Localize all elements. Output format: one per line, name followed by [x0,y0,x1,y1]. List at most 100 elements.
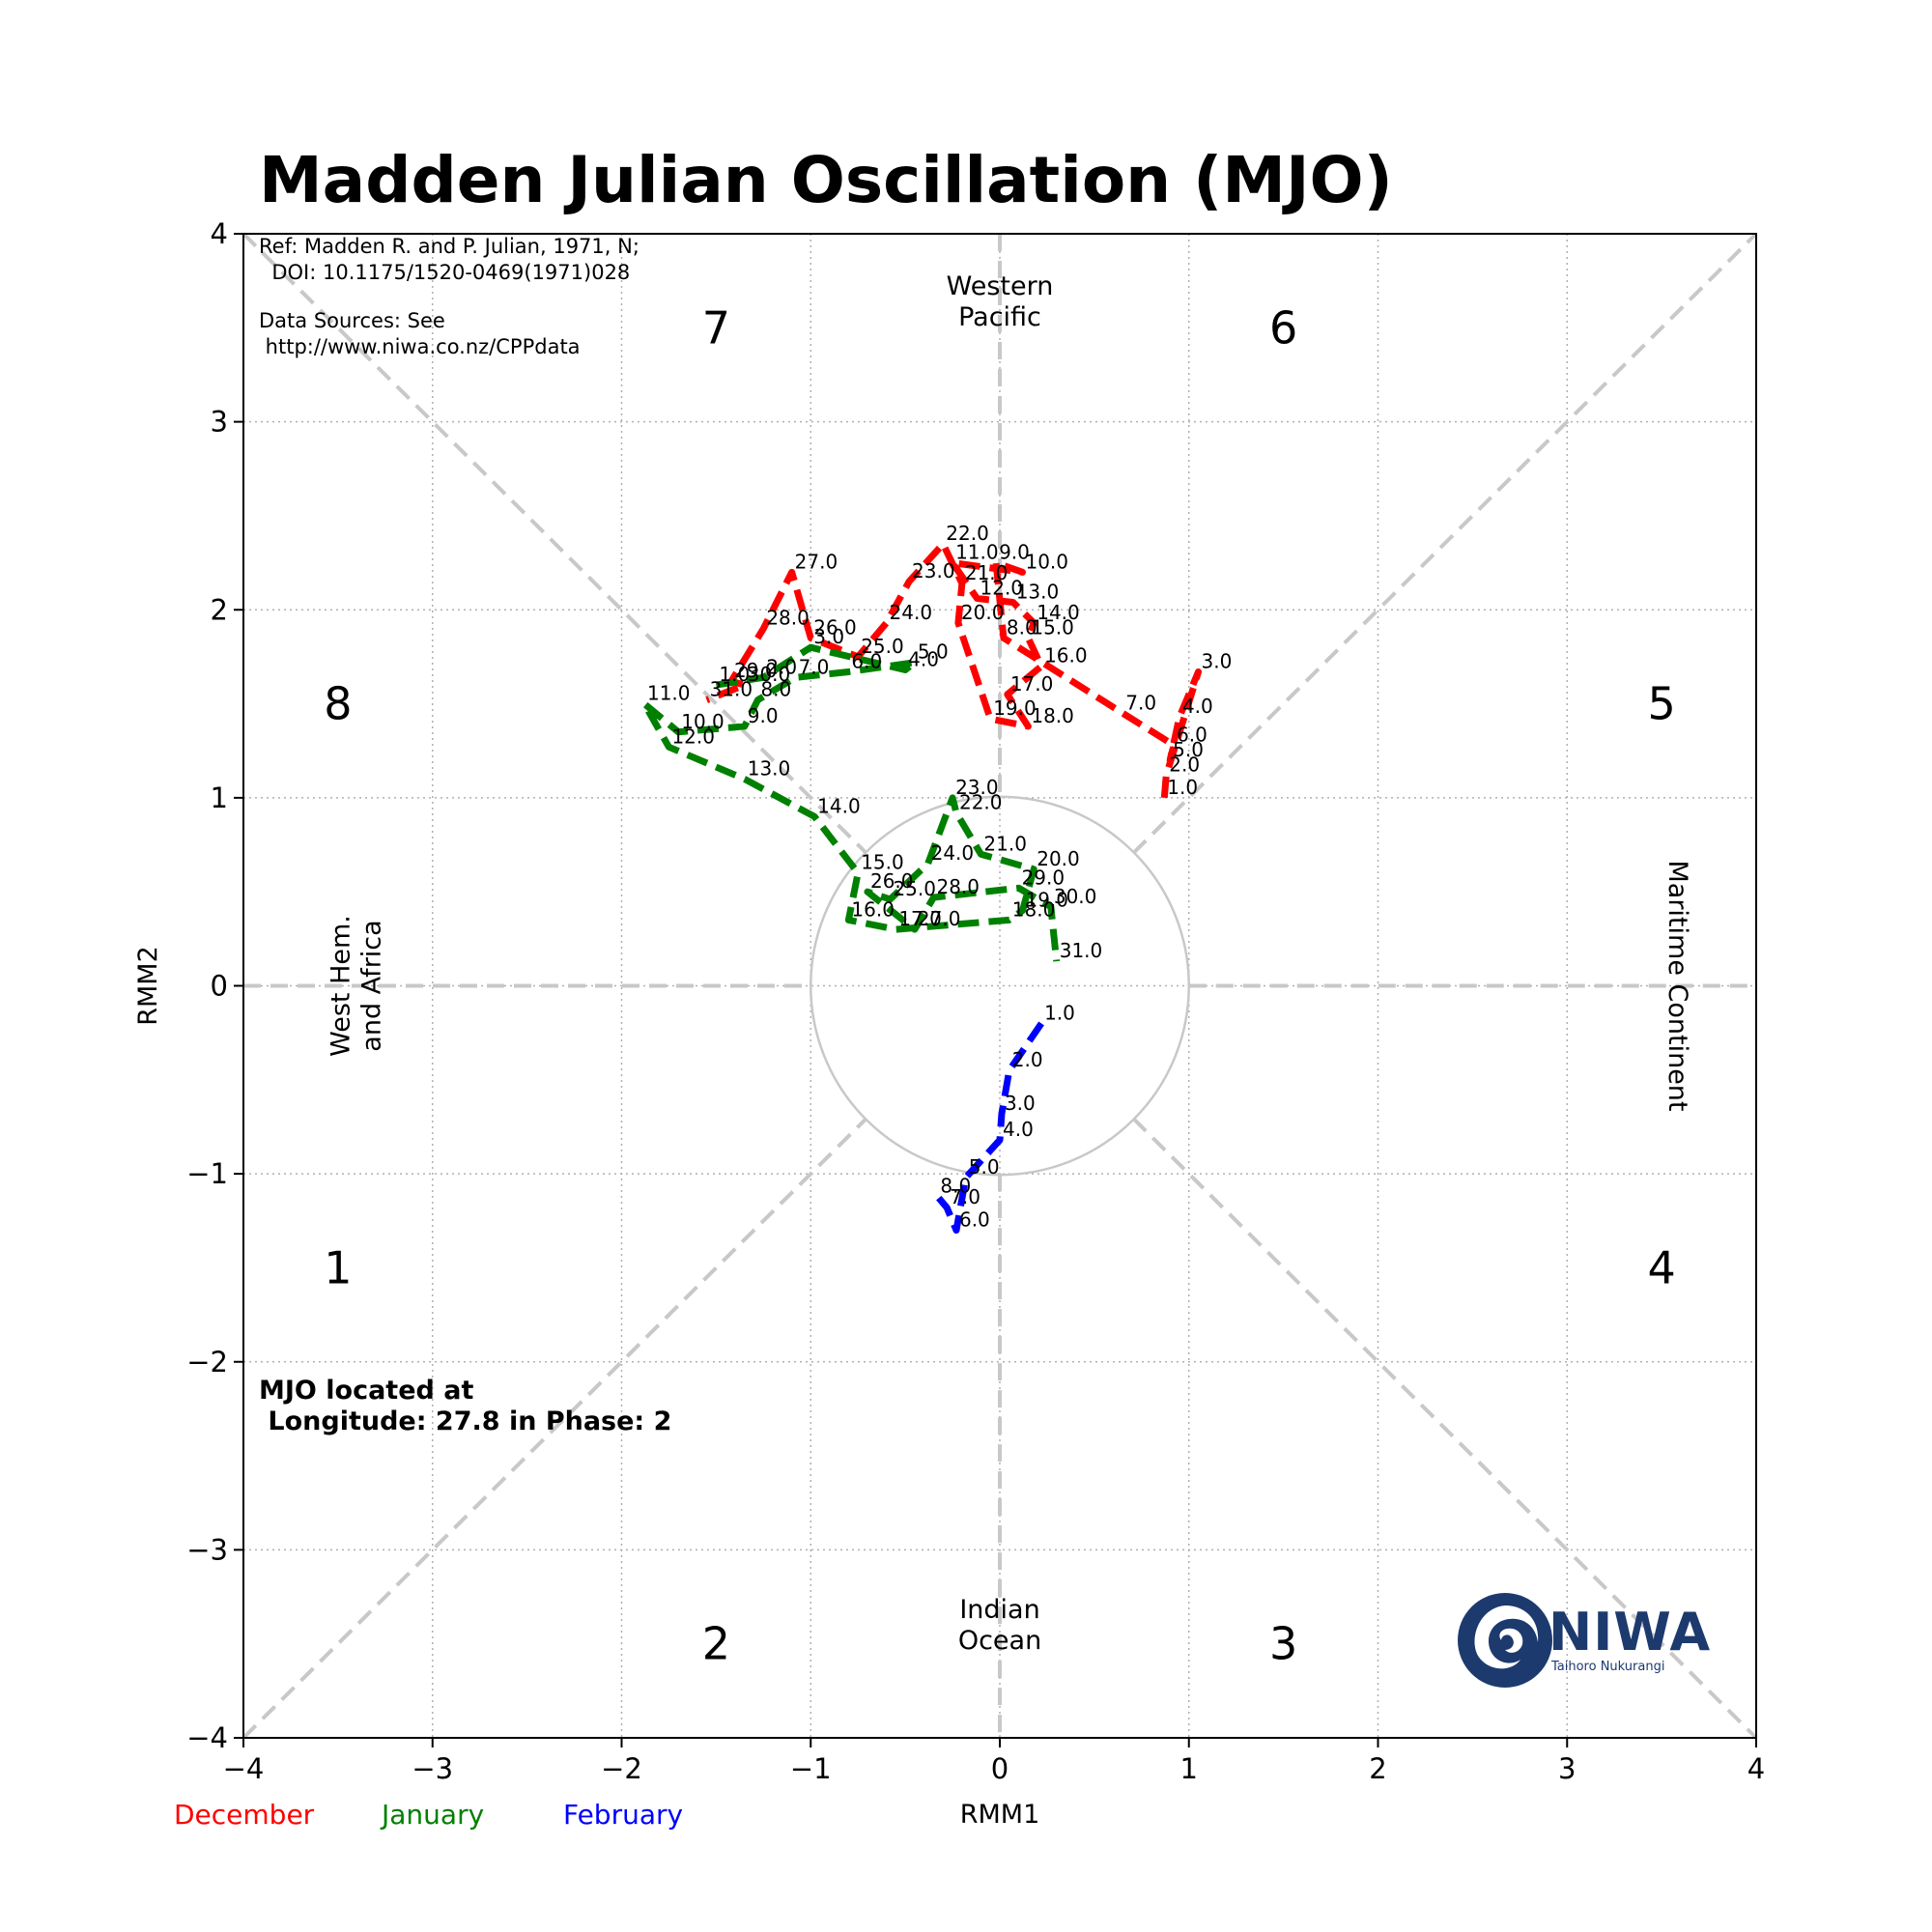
point-label-january: 15.0 [861,851,904,874]
point-label-january: 2.0 [766,655,797,678]
phase-label-2: 2 [702,1618,730,1670]
point-label-december: 7.0 [1125,691,1156,714]
point-label-february: 3.0 [1005,1092,1036,1115]
point-label-december: 15.0 [1031,615,1074,639]
point-label-january: 3.0 [813,625,844,648]
legend-january: January [382,1799,485,1831]
x-tick-label: −4 [223,1752,265,1785]
y-tick-label: −4 [186,1721,228,1754]
point-label-january: 19.0 [1025,889,1068,912]
niwa-swirl-icon [1458,1593,1552,1688]
legend-february: February [563,1799,684,1831]
point-label-december: 5.0 [1173,738,1204,761]
point-label-december: 10.0 [1025,550,1068,573]
point-label-january: 9.0 [748,704,779,727]
point-label-december: 17.0 [1010,672,1054,696]
y-tick-label: −2 [186,1346,228,1378]
ref-line-1: Ref: Madden R. and P. Julian, 1971, N; [259,235,639,258]
point-label-february: 6.0 [959,1208,990,1232]
phase-reference-lines [242,232,1758,1740]
source-line-2: http://www.niwa.co.nz/CPPdata [259,335,581,358]
x-tick-label: 4 [1747,1752,1765,1785]
point-label-february: 7.0 [950,1185,980,1208]
logo-subtitle: Taihoro Nukurangi [1551,1660,1665,1674]
point-label-january: 13.0 [748,756,791,780]
point-label-january: 1.0 [719,663,750,686]
phase-divider-se [1132,1117,1758,1740]
point-label-february: 2.0 [1012,1048,1043,1071]
point-label-january: 31.0 [1060,939,1103,962]
point-labels: 1.02.03.04.05.06.07.08.09.010.011.012.01… [647,522,1232,1231]
point-label-december: 11.0 [955,541,999,564]
y-tick-label: 0 [211,970,228,1003]
point-label-december: 19.0 [993,696,1037,720]
x-tick-label: 3 [1558,1752,1576,1785]
region-western-pacific: Western [947,271,1054,301]
x-tick-label: 2 [1369,1752,1386,1785]
region-maritime-continent: Maritime Continent [1662,860,1692,1111]
phase-divider-ne [1132,232,1758,855]
point-label-january: 22.0 [959,790,1003,813]
y-tick-label: 2 [211,593,228,626]
point-label-december: 12.0 [980,577,1024,600]
point-label-january: 10.0 [681,710,724,733]
point-label-december: 9.0 [999,541,1030,564]
x-tick-label: −3 [412,1752,453,1785]
x-tick-label: 1 [1180,1752,1198,1785]
point-label-december: 22.0 [946,522,989,545]
point-label-december: 20.0 [961,601,1005,624]
point-label-february: 1.0 [1044,1001,1075,1024]
source-line-1: Data Sources: See [259,309,445,332]
phase-label-4: 4 [1647,1241,1675,1293]
y-axis-label: RMM2 [133,946,163,1026]
logo-wordmark: NIWA [1548,1602,1712,1662]
point-label-january: 18.0 [1012,897,1056,921]
y-tick-label: 1 [211,781,228,814]
x-axis-label: RMM1 [960,1800,1040,1830]
point-label-december: 3.0 [1202,649,1233,672]
point-label-december: 14.0 [1037,601,1080,624]
point-label-december: 16.0 [1044,644,1088,668]
point-label-january: 17.0 [898,907,942,930]
point-label-december: 4.0 [1182,695,1213,718]
point-label-january: 4.0 [908,648,939,671]
point-label-december: 28.0 [766,607,810,630]
point-label-december: 21.0 [965,561,1009,584]
trajectory-february [934,1021,1044,1235]
point-label-january: 23.0 [955,776,999,799]
point-label-january: 6.0 [851,649,882,672]
point-label-december: 31.0 [710,678,753,701]
phase-label-3: 3 [1269,1618,1297,1670]
point-label-january: 14.0 [817,794,861,817]
point-label-january: 24.0 [931,841,975,865]
point-label-january: 25.0 [893,877,936,900]
region-west-hem-africa: West Hem. [326,915,355,1057]
point-label-january: 27.0 [918,907,961,930]
trajectory-december [705,540,1203,799]
point-label-january: 7.0 [799,655,830,678]
mjo-location-note: MJO located at Longitude: 27.8 in Phase:… [259,1376,671,1437]
y-tick-label: −1 [186,1157,228,1190]
point-label-december: 18.0 [1031,704,1074,727]
niwa-logo: NIWA Taihoro Nukurangi [1457,1592,1727,1689]
legend-december: December [174,1799,315,1831]
phase-label-8: 8 [324,678,352,730]
phase-divider-nw [242,232,867,855]
phase-divider-sw [242,1117,867,1740]
point-label-december: 25.0 [861,635,904,658]
phase-label-6: 6 [1269,301,1297,354]
x-tick-label: −2 [601,1752,642,1785]
point-label-december: 24.0 [890,601,933,624]
y-tick-label: 4 [211,217,228,250]
located-line-1: MJO located at [259,1376,474,1406]
x-tick-label: −1 [790,1752,832,1785]
phase-label-1: 1 [324,1241,352,1293]
point-label-january: 21.0 [983,832,1027,855]
located-line-2: Longitude: 27.8 in Phase: 2 [259,1406,672,1436]
point-label-january: 30.0 [1054,885,1097,908]
data-source-note: Data Sources: See http://www.niwa.co.nz/… [259,308,581,360]
point-label-december: 6.0 [1177,723,1208,746]
chart-title: Madden Julian Oscillation (MJO) [259,143,1393,217]
